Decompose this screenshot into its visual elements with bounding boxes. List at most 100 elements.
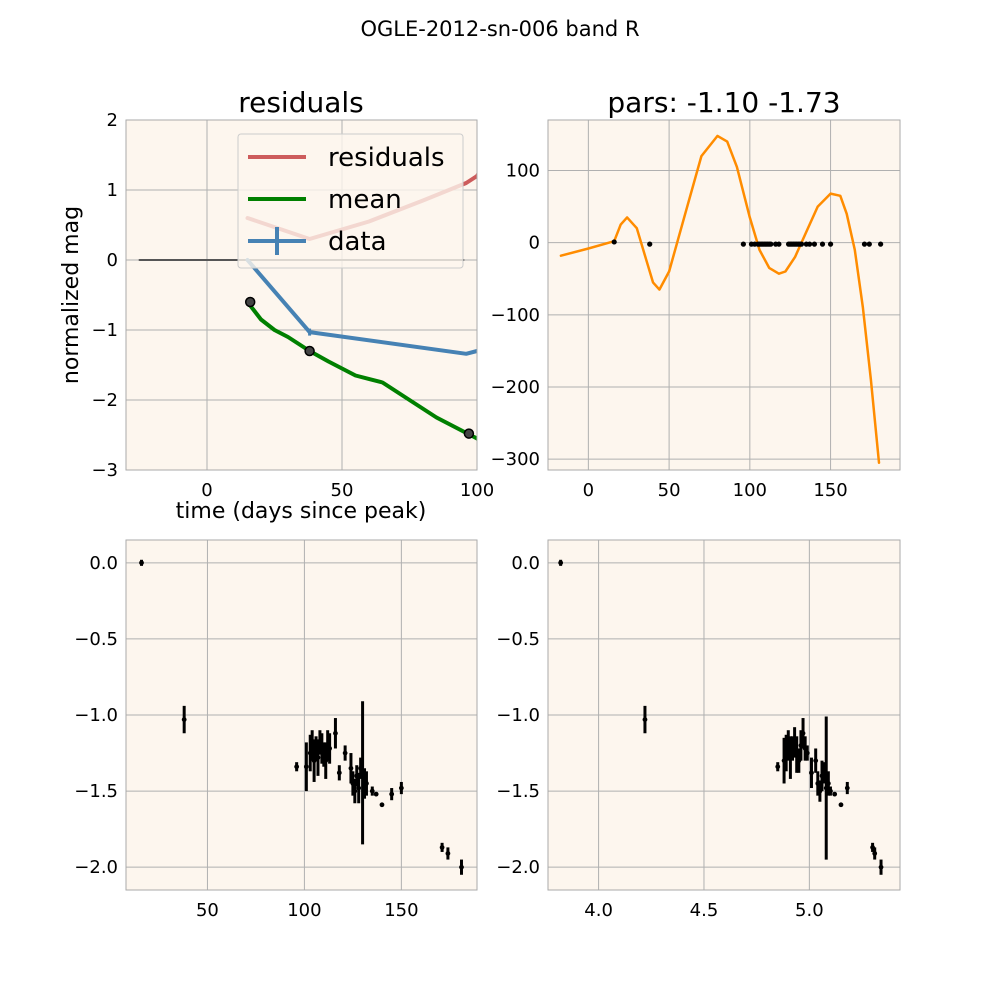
data-point: [866, 241, 872, 247]
data-point: [459, 864, 464, 870]
y-tick-label: −1: [91, 320, 118, 341]
x-tick-label: 50: [331, 480, 354, 501]
x-tick-label: 4.5: [690, 900, 719, 921]
legend-box: [237, 133, 464, 269]
y-tick-label: −0.5: [74, 629, 118, 650]
data-point: [740, 241, 746, 247]
data-point: [878, 241, 884, 247]
x-tick-label: 100: [460, 480, 494, 501]
y-tick-label: 1: [107, 180, 118, 201]
y-tick-label: −100: [491, 305, 540, 326]
data-point: [819, 241, 826, 247]
x-tick-label: 5.0: [795, 900, 824, 921]
data-point: [364, 781, 369, 786]
data-point: [445, 851, 451, 856]
x-tick-label: 150: [813, 480, 847, 501]
y-tick-label: −1.5: [496, 781, 540, 802]
data-point: [348, 765, 354, 771]
x-tick-label: 4.0: [584, 900, 613, 921]
data-point: [389, 791, 395, 797]
data-point: [828, 788, 833, 794]
y-tick-label: 100: [506, 161, 540, 182]
plot-frame: [125, 119, 478, 471]
x-tick-label: 150: [384, 900, 418, 921]
residuals-x-axis-label: time (days since peak): [176, 499, 427, 524]
y-tick-label: −0.5: [496, 629, 540, 650]
figure-title: OGLE-2012-sn-006 band R: [360, 17, 639, 41]
data-point: [798, 241, 805, 247]
plot-frame: [547, 539, 901, 891]
plot-content: [559, 134, 884, 465]
data-point: [439, 844, 445, 850]
data-point: [647, 241, 653, 247]
y-tick-label: −200: [491, 377, 540, 398]
data-point: [327, 746, 333, 751]
data-point: [352, 788, 358, 794]
y-tick-label: −3: [91, 460, 118, 481]
fit-panel: 0 50 100 150 −300 −200 −100 0 100: [491, 119, 901, 501]
legend-label: data: [328, 227, 387, 257]
data-point: [832, 791, 838, 797]
fit-curve: [559, 134, 881, 465]
x-tick-label: 50: [196, 900, 219, 921]
y-tick-label: −1.0: [496, 705, 540, 726]
data-point: [872, 851, 878, 856]
data-point: [768, 241, 774, 247]
y-tick-label: 0.0: [89, 553, 118, 574]
data-point: [800, 730, 806, 736]
data-point: [342, 750, 348, 756]
time-lightcurve-panel: 50 100 150 0.0 −0.5 −1.0 −1.5 −2.0: [74, 539, 478, 921]
data-point: [844, 785, 850, 791]
legend-label: residuals: [328, 143, 445, 173]
data-line: [245, 258, 477, 356]
y-tick-label: −2.0: [74, 857, 118, 878]
y-tick-label: −2.0: [496, 857, 540, 878]
data-point: [315, 755, 321, 761]
x-tick-label: 0: [201, 480, 212, 501]
y-tick-label: −1.5: [74, 781, 118, 802]
data-point: [813, 758, 819, 764]
data-point: [776, 241, 782, 247]
data-point: [181, 717, 187, 722]
data-point: [878, 864, 884, 870]
data-point: [379, 802, 385, 808]
y-tick-label: 0.0: [511, 553, 540, 574]
data-point: [809, 770, 814, 776]
plot-content: [139, 559, 464, 875]
data-point: [827, 241, 834, 247]
plot-content: [558, 559, 884, 875]
y-tick-label: 2: [107, 110, 118, 131]
plot-frame: [125, 539, 478, 891]
mean-marker: [463, 428, 475, 439]
data-point: [336, 770, 342, 776]
data-point: [825, 781, 831, 786]
data-point: [806, 241, 813, 247]
data-point: [811, 241, 818, 247]
x-tick-label: 0: [583, 480, 594, 501]
residuals-legend: residuals mean data: [237, 133, 464, 269]
plot-frame: [547, 119, 901, 471]
data-point: [804, 750, 810, 756]
data-point: [356, 785, 362, 791]
data-point: [642, 717, 648, 722]
data-point: [303, 764, 309, 770]
data-point: [294, 764, 300, 770]
data-point: [398, 785, 404, 791]
data-point: [611, 239, 617, 245]
mean-marker: [244, 296, 256, 308]
legend-label: mean: [328, 185, 402, 215]
plot-area: [548, 120, 900, 470]
y-tick-label: 0: [107, 250, 118, 271]
data-point: [838, 802, 844, 808]
data-point: [558, 560, 564, 566]
y-tick-label: −2: [91, 390, 118, 411]
y-tick-label: −300: [491, 449, 540, 470]
y-tick-label: −1.0: [74, 705, 118, 726]
data-point: [775, 764, 781, 770]
mean-marker: [304, 345, 315, 357]
mean-line: [245, 300, 477, 442]
residuals-y-axis-label: normalized mag: [59, 206, 84, 384]
data-point: [369, 788, 375, 794]
x-tick-label: 50: [658, 480, 681, 501]
